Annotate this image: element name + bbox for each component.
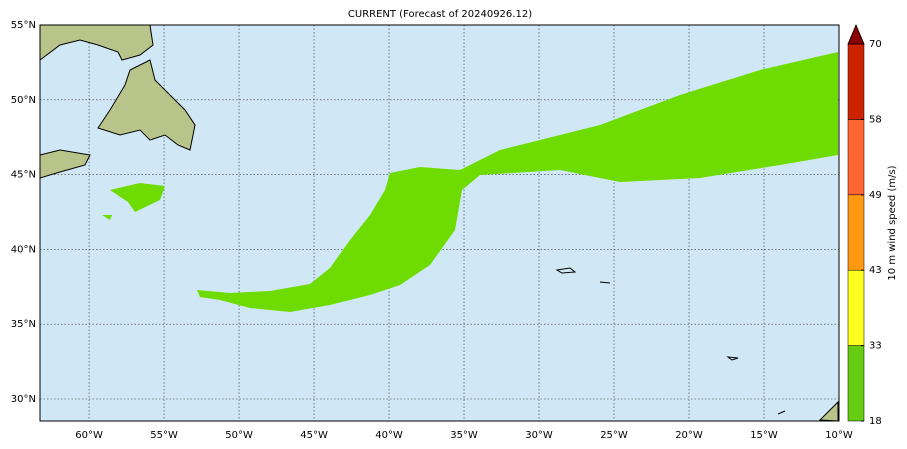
x-tick-label: 60°W [75,430,103,441]
colorbar-tick-label: 58 [869,114,882,125]
colorbar-tick-label: 33 [869,341,882,352]
x-tick-label: 35°W [450,430,478,441]
x-tick-label: 20°W [675,430,703,441]
x-tick-label: 10°W [825,430,853,441]
colorbar-tick-label: 18 [869,416,882,427]
y-tick-label: 55°N [11,20,36,31]
x-tick-label: 25°W [600,430,628,441]
colorbar-segment [847,269,865,346]
colorbar-segment [847,194,865,271]
x-tick-label: 50°W [225,430,253,441]
x-tick-label: 30°W [525,430,553,441]
y-tick-label: 35°N [11,319,36,330]
x-tick-label: 55°W [150,430,178,441]
x-tick-label: 40°W [375,430,403,441]
y-tick-label: 50°N [11,95,36,106]
x-tick-label: 45°W [300,430,328,441]
colorbar-tick-label: 49 [869,190,882,201]
islands [555,267,786,415]
x-tick-label: 15°W [750,430,778,441]
colorbar-segment [847,43,865,120]
colorbar-extend [847,23,865,45]
colorbar-label: 10 m wind speed (m/s) [887,165,898,280]
y-tick-label: 40°N [11,244,36,255]
land [39,24,839,422]
y-tick-label: 30°N [11,394,36,405]
colorbar-segment [847,345,865,422]
wind-swath [102,52,838,312]
colorbar-tick-label: 70 [869,39,882,50]
map-title: CURRENT (Forecast of 20240926.12) [348,9,532,20]
map-frame [39,24,840,422]
y-tick-label: 45°N [11,170,36,181]
colorbar-tick-label: 43 [869,265,882,276]
colorbar-segment [847,119,865,196]
colorbar: 18 33 43 49 58 70 [847,23,882,427]
